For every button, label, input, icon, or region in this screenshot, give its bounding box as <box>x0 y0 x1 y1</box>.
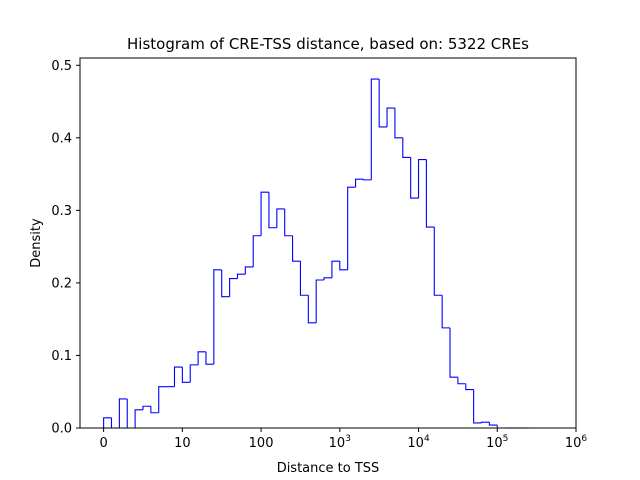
histogram-bin <box>480 421 490 423</box>
histogram-bin <box>315 279 325 323</box>
histogram-bin <box>362 179 372 181</box>
histogram-bin <box>433 227 443 296</box>
histogram-bin <box>394 108 403 139</box>
histogram-bin <box>488 422 498 426</box>
histogram-bin <box>425 159 435 228</box>
histogram-bin <box>189 364 199 383</box>
histogram-bin <box>331 260 340 278</box>
histogram-bin <box>378 79 388 128</box>
histogram-bin <box>339 261 348 271</box>
histogram-bin <box>229 278 238 297</box>
histogram-bin <box>292 235 301 262</box>
histogram-bin <box>307 295 317 324</box>
histogram-bin <box>323 277 332 280</box>
y-tick-label: 0.4 <box>51 131 72 146</box>
histogram-bin <box>260 191 269 236</box>
y-tick-label: 0.5 <box>51 59 72 74</box>
histogram-bin <box>118 398 128 428</box>
histogram-bin <box>213 269 222 365</box>
histogram-bin <box>244 266 254 275</box>
histogram-bin <box>347 186 356 270</box>
plot-area <box>103 78 529 429</box>
histogram-bin <box>236 273 246 279</box>
histogram-bin <box>465 383 474 391</box>
histogram-bin <box>441 295 451 329</box>
chart-title: Histogram of CRE-TSS distance, based on:… <box>127 35 529 53</box>
histogram-bin <box>181 367 191 383</box>
plot-frame <box>79 57 577 429</box>
histogram-bin <box>355 178 364 188</box>
histogram-bin <box>276 208 285 228</box>
y-axis-title: Density <box>29 218 44 268</box>
histogram-bin <box>449 327 458 378</box>
x-tick-label: 0 <box>99 436 107 451</box>
histogram-bin <box>150 406 159 414</box>
y-tick-label: 0.1 <box>51 349 72 364</box>
histogram-bin <box>134 409 143 428</box>
histogram-bin <box>268 192 277 229</box>
histogram-bin <box>173 366 183 387</box>
histogram-bin <box>417 159 427 199</box>
histogram-bin <box>142 405 151 410</box>
histogram-bin <box>473 389 482 424</box>
y-tick-label: 0.0 <box>51 422 72 437</box>
histogram-bin <box>386 107 395 127</box>
y-tick-label: 0.3 <box>51 204 72 219</box>
histogram-bin <box>205 351 214 365</box>
histogram-bin <box>103 417 112 428</box>
x-tick-label: 100 <box>249 436 274 451</box>
x-axis-title: Distance to TSS <box>277 461 380 476</box>
histogram-bin <box>299 261 309 296</box>
x-tick-label: 104 <box>407 434 430 451</box>
histogram-bin <box>370 78 380 180</box>
x-tick-label: 105 <box>486 434 508 451</box>
histogram-bin <box>221 269 230 298</box>
histogram-bin <box>158 386 167 413</box>
histogram-bin <box>410 157 419 199</box>
x-tick-label: 103 <box>329 434 351 451</box>
x-tick-label: 10 <box>174 436 191 451</box>
histogram-bin <box>457 377 466 385</box>
histogram-bin <box>402 137 411 158</box>
y-tick-label: 0.2 <box>51 276 72 291</box>
x-tick-label: 106 <box>565 434 588 451</box>
histogram-bin <box>197 351 206 365</box>
histogram-bin <box>284 208 293 237</box>
histogram-bin <box>252 235 262 267</box>
